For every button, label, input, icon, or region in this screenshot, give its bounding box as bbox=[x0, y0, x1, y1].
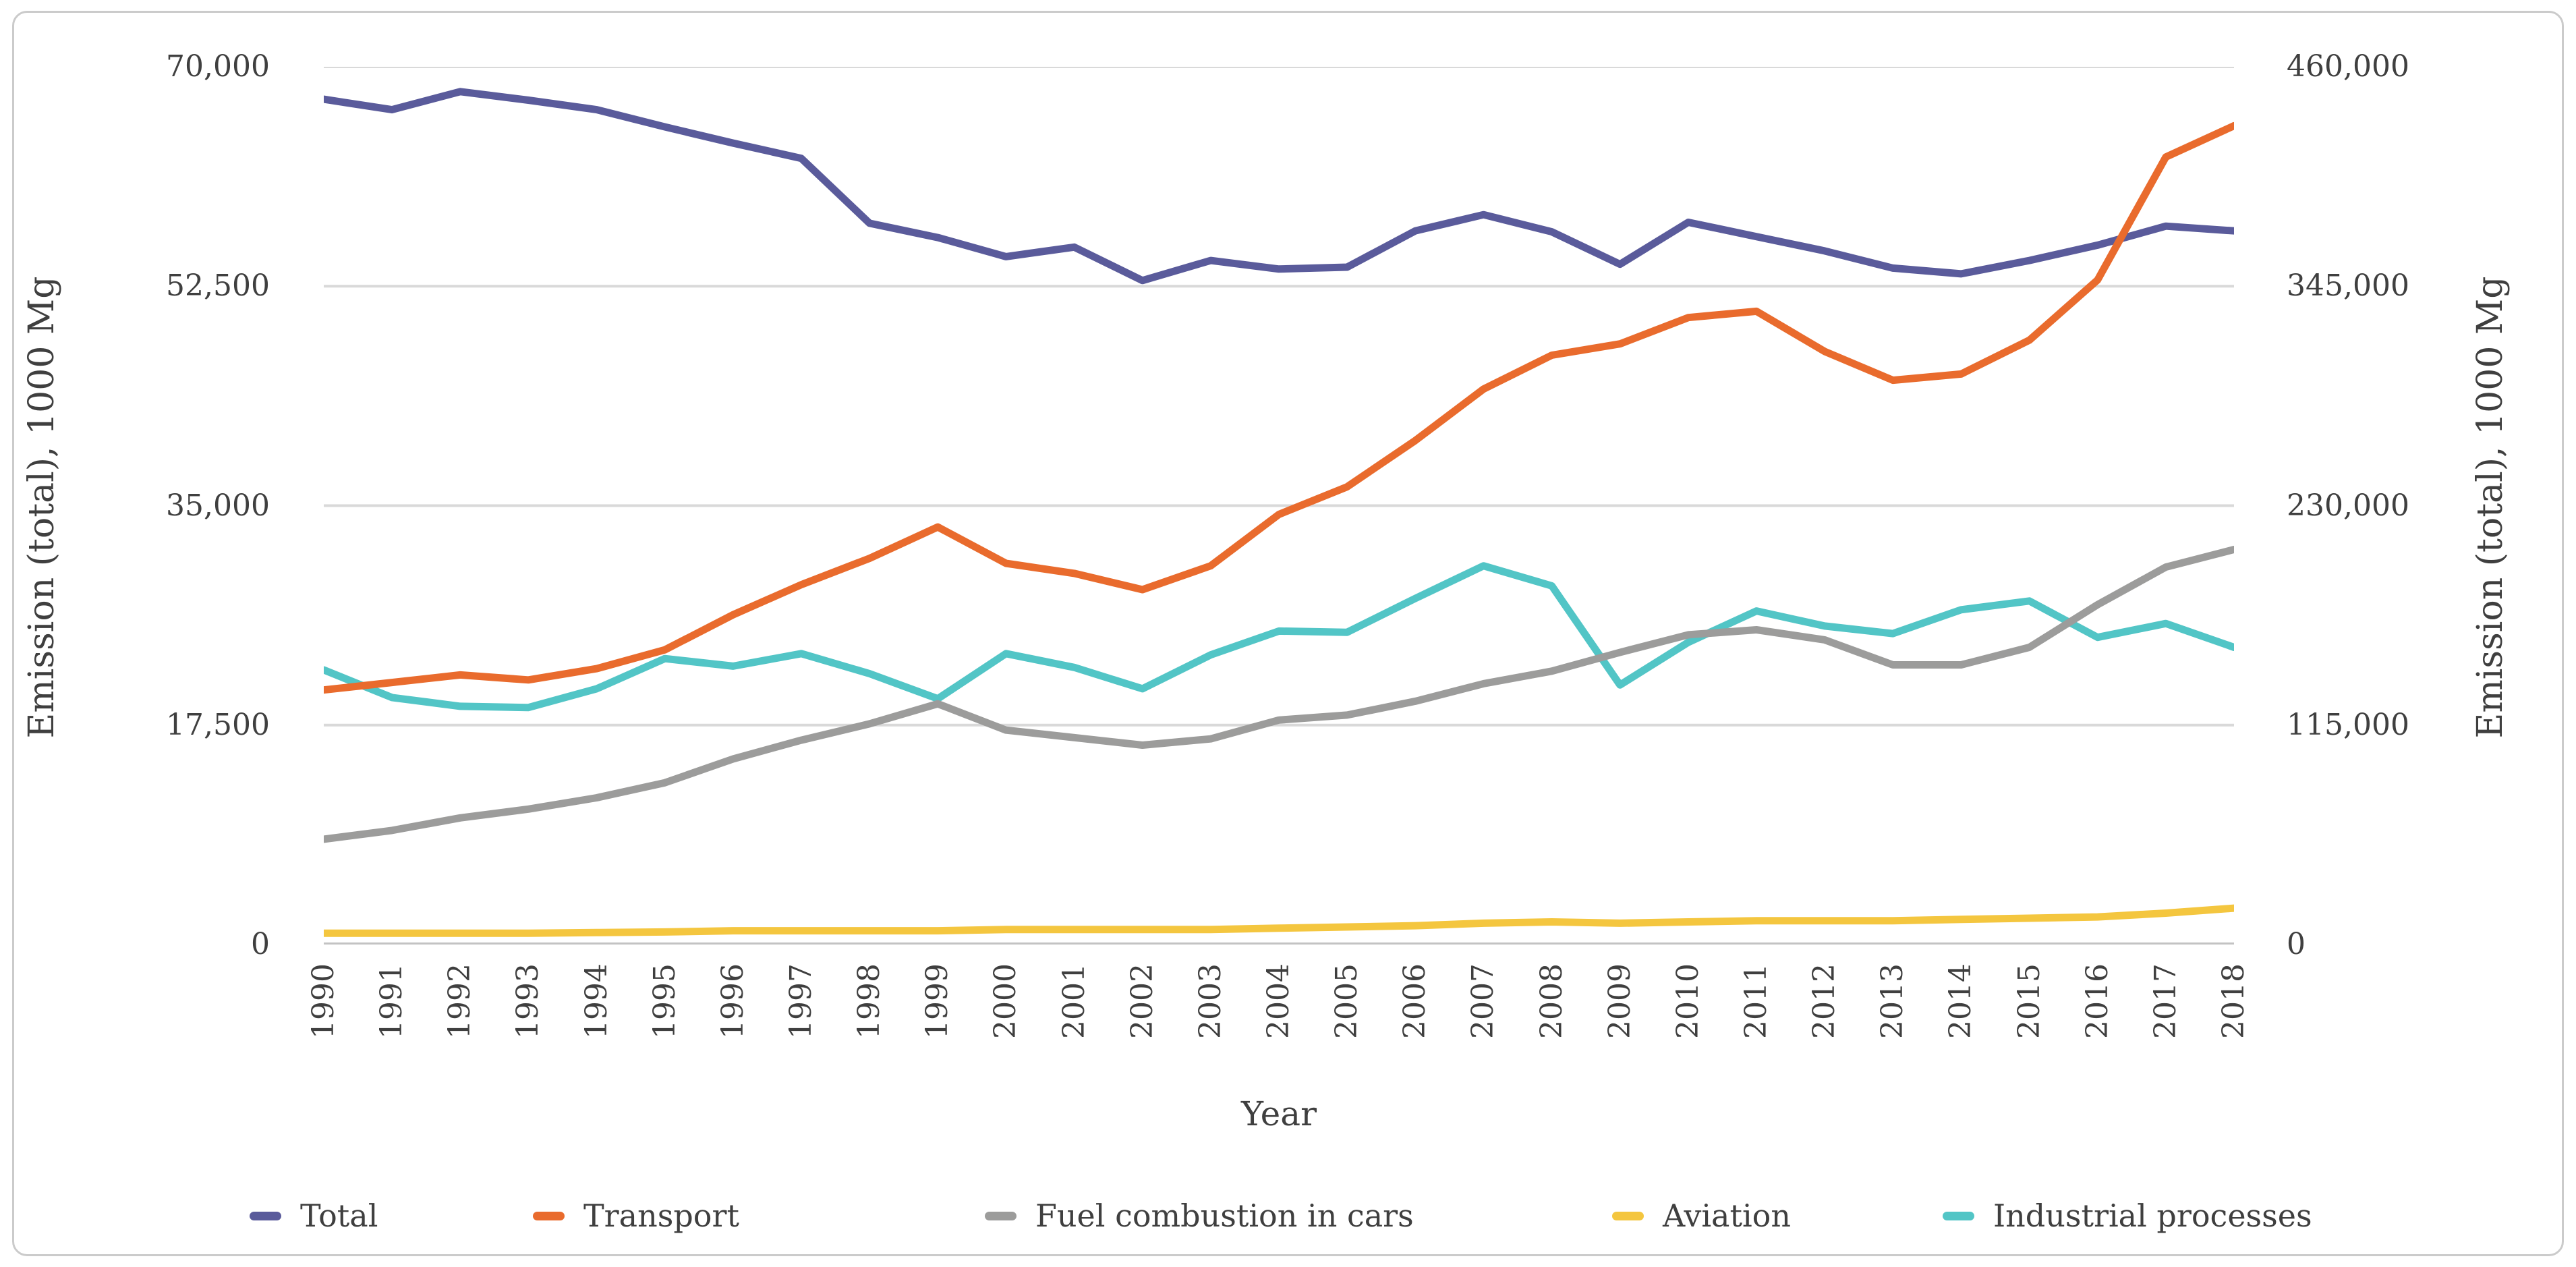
legend-marker-icon bbox=[250, 1211, 281, 1220]
x-axis-tick-label: 2015 bbox=[2011, 963, 2047, 1039]
series-line-aviation bbox=[324, 904, 2234, 937]
x-axis-tick-label: 2013 bbox=[1875, 963, 1910, 1039]
legend-label: Transport bbox=[583, 1198, 739, 1234]
y-axis-tick-label-left: 0 bbox=[251, 927, 270, 961]
legend-marker-icon bbox=[1943, 1211, 1974, 1220]
y-axis-tick-label-right: 345,000 bbox=[2287, 269, 2409, 304]
legend-label: Industrial processes bbox=[1993, 1198, 2312, 1234]
x-axis-tick-label: 2005 bbox=[1329, 963, 1365, 1039]
legend-item: Total bbox=[250, 1195, 378, 1236]
x-axis-tick-label: 2009 bbox=[1602, 963, 1637, 1039]
x-axis-tick-label: 1995 bbox=[647, 963, 682, 1039]
x-axis-tick-label: 2002 bbox=[1124, 963, 1160, 1039]
x-axis-tick-label: 1997 bbox=[784, 963, 818, 1039]
x-axis-tick-label: 2008 bbox=[1534, 963, 1569, 1039]
plot-area bbox=[324, 67, 2234, 945]
x-axis-tick-label: 1993 bbox=[511, 963, 546, 1039]
x-axis-tick-label: 2017 bbox=[2148, 963, 2183, 1039]
legend-marker-icon bbox=[985, 1211, 1017, 1220]
legend-item: Industrial processes bbox=[1943, 1195, 2312, 1236]
y-axis-title-right: Emission (total), 1000 Mg bbox=[2470, 276, 2511, 739]
x-axis-tick-label: 1998 bbox=[852, 963, 887, 1039]
x-axis-tick-label: 1990 bbox=[306, 963, 341, 1039]
legend-marker-icon bbox=[533, 1211, 565, 1220]
y-axis-tick-label-right: 115,000 bbox=[2287, 707, 2409, 742]
x-axis-tick-label: 2004 bbox=[1261, 963, 1296, 1039]
x-axis-tick-label: 2016 bbox=[2080, 963, 2115, 1039]
x-axis-tick-label: 2000 bbox=[988, 963, 1023, 1039]
legend: Total Transport Fuel combustion in cars Avi… bbox=[0, 1195, 2576, 1243]
x-axis-tick-label: 2018 bbox=[2216, 963, 2251, 1039]
y-axis-tick-label-left: 52,500 bbox=[166, 269, 270, 304]
y-axis-tick-label-left: 17,500 bbox=[166, 707, 270, 742]
x-axis-tick-label: 2001 bbox=[1056, 963, 1091, 1039]
y-axis-tick-label-right: 0 bbox=[2287, 927, 2306, 961]
series-line-industrial-processes bbox=[324, 562, 2234, 712]
legend-label: Aviation bbox=[1663, 1198, 1791, 1234]
x-axis-tick-label: 2003 bbox=[1193, 963, 1228, 1039]
x-axis-title: Year bbox=[1241, 1094, 1317, 1133]
x-axis-tick-label: 2012 bbox=[1807, 963, 1842, 1039]
x-axis-tick-label: 2006 bbox=[1398, 963, 1433, 1039]
legend-marker-icon bbox=[1612, 1211, 1644, 1220]
series-line-total bbox=[324, 88, 2234, 285]
x-axis-tick-label: 1994 bbox=[579, 963, 614, 1039]
x-axis-tick-label: 1992 bbox=[442, 963, 478, 1039]
y-axis-title-left: Emission (total), 1000 Mg bbox=[22, 276, 62, 739]
x-axis-tick-label: 2010 bbox=[1670, 963, 1705, 1039]
y-axis-tick-label-left: 70,000 bbox=[166, 49, 270, 84]
x-axis-tick-label: 1991 bbox=[374, 963, 409, 1039]
y-axis-tick-label-left: 35,000 bbox=[166, 488, 270, 523]
legend-item: Transport bbox=[533, 1195, 739, 1236]
legend-label: Fuel combustion in cars bbox=[1035, 1198, 1414, 1234]
legend-item: Fuel combustion in cars bbox=[985, 1195, 1414, 1236]
x-axis-tick-label: 1996 bbox=[715, 963, 750, 1039]
legend-label: Total bbox=[300, 1198, 378, 1234]
x-axis-tick-label: 2014 bbox=[1943, 963, 1978, 1039]
x-axis-tick-label: 2007 bbox=[1466, 963, 1501, 1039]
x-axis-tick-label: 2011 bbox=[1739, 963, 1773, 1039]
legend-item: Aviation bbox=[1612, 1195, 1791, 1236]
series-line-fuel-combustion-in-cars bbox=[324, 546, 2234, 843]
x-axis-tick-label: 1999 bbox=[920, 963, 955, 1039]
series-line-transport bbox=[324, 121, 2234, 694]
y-axis-tick-label-right: 460,000 bbox=[2287, 49, 2409, 84]
y-axis-tick-label-right: 230,000 bbox=[2287, 488, 2409, 523]
